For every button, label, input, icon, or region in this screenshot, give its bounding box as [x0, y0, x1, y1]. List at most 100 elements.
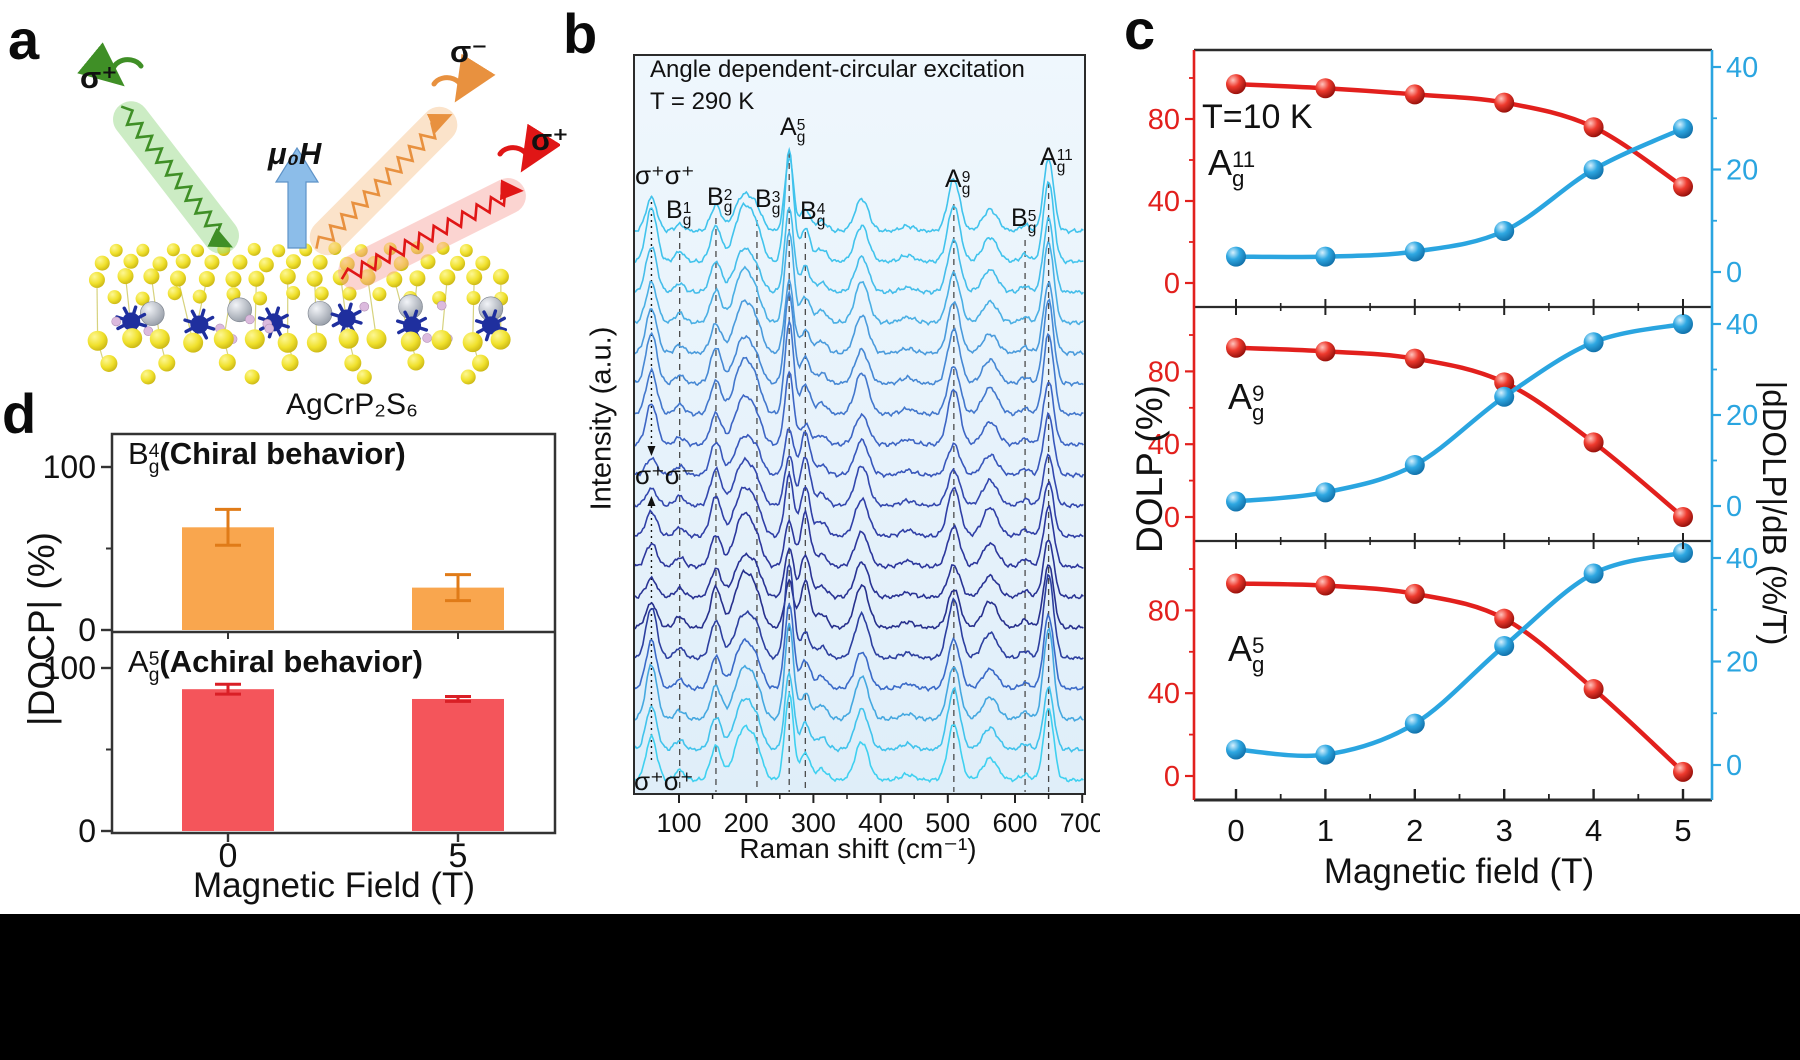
- sulfur-atom: [354, 244, 368, 258]
- panel-d-achiral-label: A 5 g (Achiral behavior): [128, 644, 423, 685]
- sulfur-atom: [198, 270, 215, 287]
- left-tick-label: 0: [1164, 761, 1180, 793]
- x-tick-label: 0: [1227, 813, 1244, 848]
- ddolp-data-point: [1494, 221, 1515, 241]
- sulfur-atom: [136, 243, 150, 257]
- sulfur-atom: [338, 328, 359, 349]
- dolp-data-point: [1494, 608, 1515, 629]
- x-tick-label: 4: [1585, 813, 1602, 848]
- chromium-core: [482, 316, 501, 335]
- sulfur-atom: [166, 243, 180, 257]
- sulfur-atom: [140, 369, 156, 385]
- right-tick-label: 40: [1726, 309, 1758, 341]
- x-tick-label: 5: [449, 837, 468, 875]
- raman-spectrum-curve: [635, 206, 1084, 296]
- right-tick-label: 0: [1726, 750, 1742, 782]
- sulfur-atom: [279, 268, 296, 285]
- sulfur-atom: [191, 244, 205, 258]
- dolp-data-point: [1315, 341, 1336, 362]
- left-tick-label: 80: [1148, 104, 1180, 136]
- sulfur-atom: [218, 353, 236, 371]
- sigma-minus-scattered-label: σ⁻: [450, 34, 488, 69]
- raman-spectrum-curve: [635, 504, 1084, 570]
- raman-spectrum-curve: [635, 564, 1084, 631]
- sulfur-atom: [88, 271, 105, 288]
- panel-label-d: d: [2, 382, 37, 445]
- chromium-atom: [330, 302, 363, 335]
- panel-b-ylabel: Intensity (a.u.): [585, 326, 618, 511]
- panel-b-title: Angle dependent-circular excitation: [650, 56, 1025, 83]
- sulfur-atom: [167, 286, 182, 301]
- magnetic-field-arrow: [274, 146, 320, 249]
- bond: [367, 277, 378, 340]
- sulfur-atom: [472, 354, 490, 372]
- sulfur-atom: [225, 271, 242, 288]
- chromium-core: [337, 309, 356, 328]
- sulfur-atom: [431, 330, 452, 351]
- sulfur-atom: [339, 256, 355, 272]
- dolp-data-point: [1315, 575, 1336, 596]
- dolp-data-point: [1404, 348, 1425, 369]
- x-tick-label: 1: [1317, 813, 1334, 848]
- panel-b-temperature: T = 290 K: [650, 88, 755, 115]
- raman-spectrum-curve: [635, 539, 1084, 601]
- sulfur-atom: [439, 269, 456, 286]
- x-tick-label: 2: [1406, 813, 1423, 848]
- right-tick-label: 40: [1726, 543, 1758, 575]
- sulfur-atom: [183, 332, 204, 353]
- sulfur-atom: [158, 354, 176, 372]
- sulfur-atom: [462, 332, 483, 353]
- sulfur-atom: [359, 269, 376, 286]
- left-tick-label: 40: [1148, 429, 1180, 461]
- ddolp-data-point: [1226, 246, 1246, 267]
- dolp-data-point: [1673, 507, 1693, 527]
- raman-spectrum-curve: [635, 602, 1084, 693]
- x-tick-label: 200: [724, 808, 769, 838]
- crystal-atoms: [87, 241, 511, 385]
- sigma-arrow-down: [647, 446, 656, 456]
- achiral-behavior-text: (Achiral behavior): [159, 644, 423, 679]
- panel-d-chiral-label: B 4 g (Chiral behavior): [128, 436, 406, 477]
- sulfur-atom: [281, 354, 299, 372]
- ddolp-data-point: [1494, 386, 1515, 407]
- sulfur-atom: [436, 241, 450, 255]
- ddolp-data-point: [1673, 314, 1693, 334]
- mode-label: A 11 g: [1040, 143, 1073, 177]
- raman-spectra-group: [635, 146, 1084, 783]
- x-tick-label: 600: [992, 808, 1037, 838]
- bond: [340, 277, 350, 339]
- polarization-label-top: σ⁺σ⁺: [635, 160, 695, 190]
- scattered-beam-sigma-minus: [309, 106, 458, 256]
- bond: [472, 277, 475, 343]
- panel-c-dolp-plot: 0 40 80 0 20 40 0 40 80 0 20 40 0 40 80 0 20 40 0 1 2 3 4 5: [1148, 48, 1758, 848]
- sulfur-atom: [407, 353, 425, 371]
- material-label: AgCrP₂S₆: [285, 388, 419, 421]
- raman-spectrum-curve: [635, 670, 1084, 753]
- phosphorus-atom: [436, 300, 447, 311]
- sulfur-atom: [490, 329, 511, 350]
- chromium-core: [403, 316, 422, 335]
- x-tick-label: 5: [1674, 813, 1691, 848]
- ddolp-data-point: [1315, 482, 1336, 503]
- ddolp-data-point: [1315, 246, 1336, 267]
- raman-spectrum-curve: [635, 562, 1084, 662]
- dolp-data-point: [1404, 583, 1425, 604]
- bond: [177, 278, 194, 343]
- phosphorus-atom: [264, 323, 275, 334]
- right-tick-label: 40: [1726, 52, 1758, 84]
- x-tick-label: 700: [1060, 808, 1100, 838]
- left-tick-label: 0: [1164, 268, 1180, 300]
